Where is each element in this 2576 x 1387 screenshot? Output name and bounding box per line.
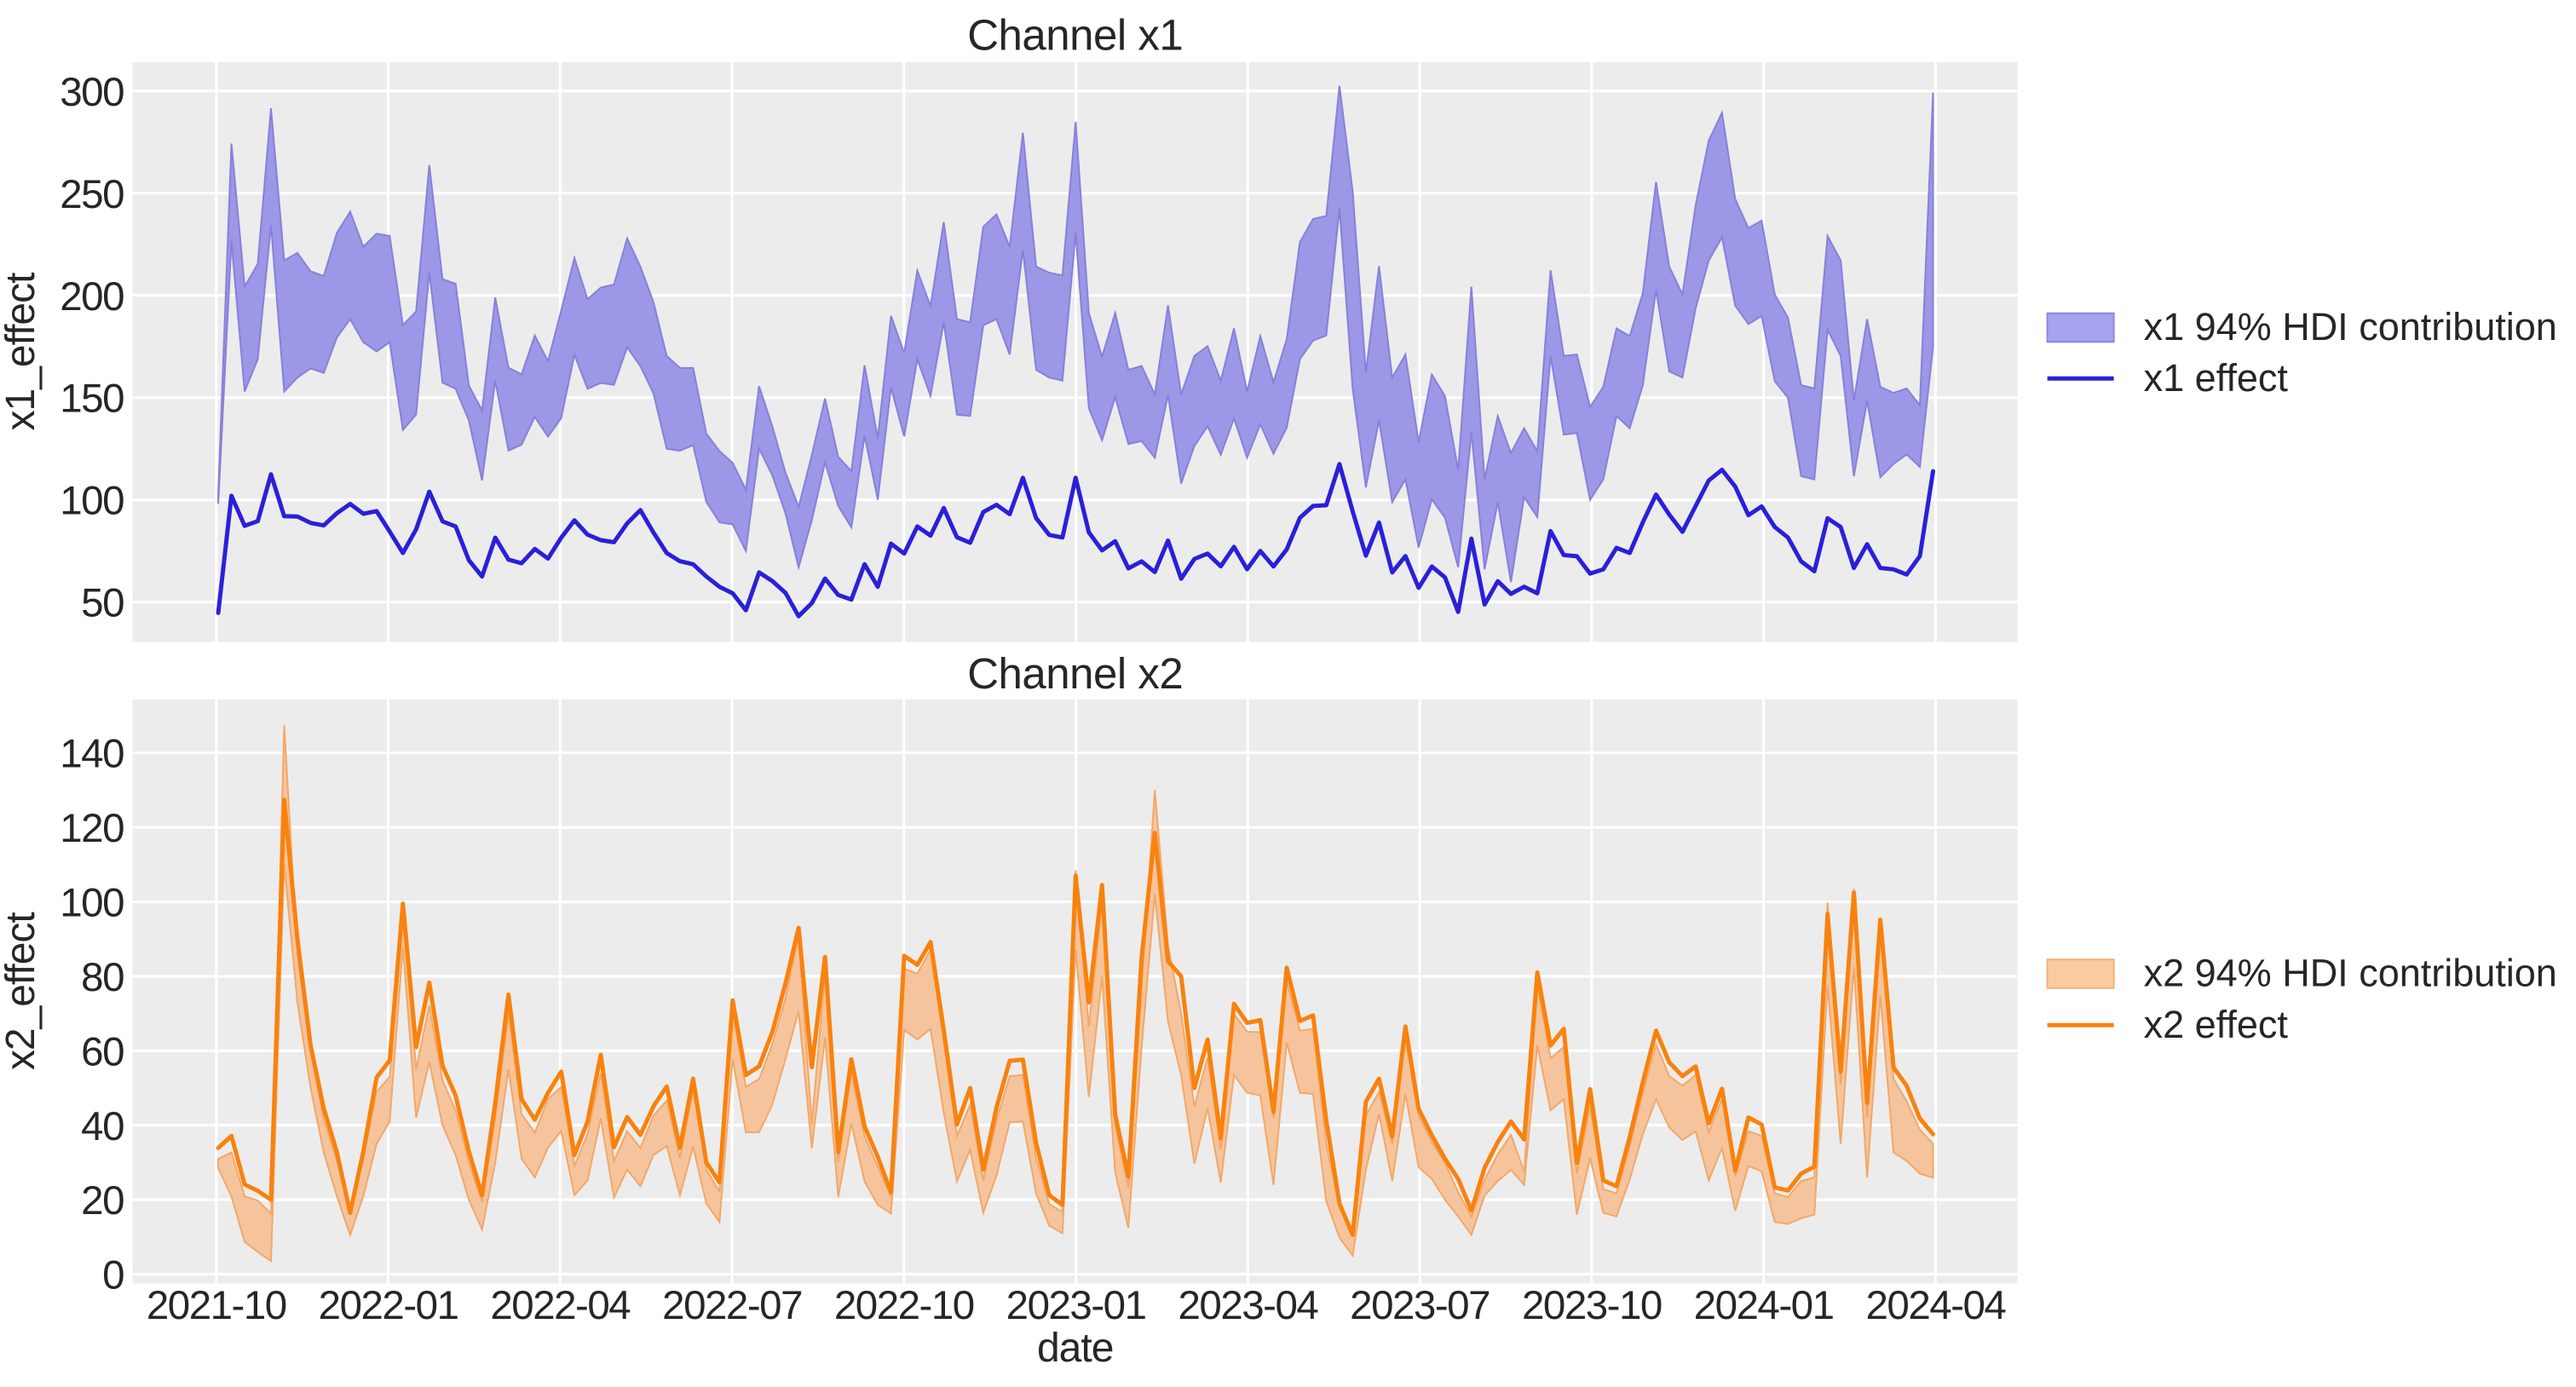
svg-text:Channel x2: Channel x2 — [967, 649, 1183, 698]
svg-text:80: 80 — [81, 955, 124, 1000]
svg-text:20: 20 — [81, 1178, 124, 1223]
svg-text:x1_effect: x1_effect — [0, 273, 43, 431]
svg-text:2022-10: 2022-10 — [834, 1283, 974, 1328]
svg-text:0: 0 — [102, 1253, 124, 1298]
svg-text:x1 94% HDI contribution: x1 94% HDI contribution — [2144, 305, 2557, 348]
svg-text:2024-04: 2024-04 — [1865, 1283, 2006, 1328]
svg-text:x2_effect: x2_effect — [0, 912, 43, 1071]
svg-text:100: 100 — [60, 881, 124, 926]
svg-text:2022-01: 2022-01 — [319, 1283, 458, 1328]
svg-text:2023-07: 2023-07 — [1350, 1283, 1490, 1328]
svg-text:date: date — [1037, 1326, 1113, 1371]
svg-text:120: 120 — [60, 806, 124, 851]
svg-text:x2 effect: x2 effect — [2144, 1003, 2289, 1046]
svg-text:50: 50 — [81, 581, 124, 626]
svg-text:250: 250 — [60, 172, 124, 217]
svg-text:2023-04: 2023-04 — [1178, 1283, 1318, 1328]
svg-text:140: 140 — [60, 732, 124, 777]
svg-text:2022-04: 2022-04 — [490, 1283, 631, 1328]
svg-text:2024-01: 2024-01 — [1694, 1283, 1834, 1328]
svg-text:40: 40 — [81, 1104, 124, 1149]
svg-text:2023-01: 2023-01 — [1006, 1283, 1146, 1328]
svg-text:2021-10: 2021-10 — [147, 1283, 286, 1328]
svg-text:2022-07: 2022-07 — [662, 1283, 802, 1328]
svg-text:150: 150 — [60, 377, 124, 422]
svg-text:x1 effect: x1 effect — [2144, 356, 2289, 400]
svg-text:x2 94% HDI contribution: x2 94% HDI contribution — [2144, 952, 2557, 995]
svg-text:60: 60 — [81, 1029, 124, 1074]
svg-text:300: 300 — [60, 70, 124, 115]
svg-text:100: 100 — [60, 479, 124, 524]
svg-text:Channel x1: Channel x1 — [967, 10, 1183, 59]
svg-text:2023-10: 2023-10 — [1522, 1283, 1662, 1328]
svg-text:200: 200 — [60, 274, 124, 319]
